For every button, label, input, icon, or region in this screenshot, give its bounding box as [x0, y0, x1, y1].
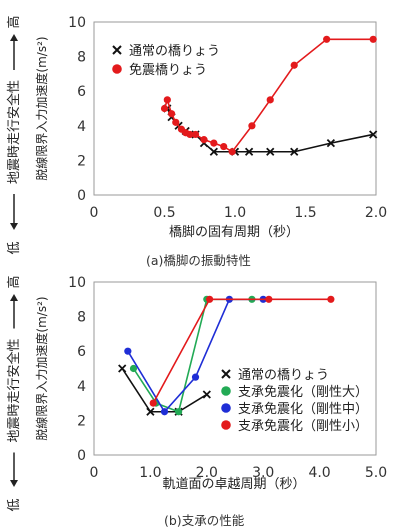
chart-b-ytick-label: 4: [77, 379, 86, 395]
chart-a-legend-marker-circle: [112, 64, 122, 74]
chart-b-series-3-point: [265, 295, 273, 303]
chart-b-arrow-up-icon: [10, 294, 18, 301]
chart-a-series-1-point: [266, 96, 274, 104]
chart-b-ytick-label: 10: [68, 275, 86, 291]
chart-b-legend-marker-circle: [221, 420, 231, 430]
chart-b-plot-frame: [93, 281, 377, 456]
chart-a-y-outer-label: 地震時走行安全性: [6, 80, 22, 184]
chart-a-series-1-point: [186, 130, 194, 139]
chart-a-series-0-point: [266, 147, 275, 156]
chart-a-series-1-point: [290, 61, 298, 69]
chart-b-legend-label: 支承免震化（剛性小）: [238, 419, 368, 434]
chart-b-series-0-point: [202, 390, 211, 399]
chart-b-series-2-point: [124, 347, 132, 355]
chart-a-ytick-label: 4: [77, 119, 86, 135]
chart-a-legend-label: 通常の橋りょう: [129, 44, 220, 59]
chart-a-series-1-point: [248, 122, 256, 130]
chart-a-series-1-point: [191, 130, 200, 139]
chart-b-xtick-label: 4.0: [308, 465, 330, 481]
chart-b-xtick-label: 3.0: [252, 465, 274, 481]
chart-a-ytick-label: 2: [77, 153, 86, 169]
chart-a-series-0-point: [244, 147, 254, 156]
chart-a-xtick-label: 1.0: [224, 205, 246, 221]
chart-a-y-axis-label: 脱線限界入力加速度(m/s²): [34, 36, 49, 180]
chart-a-xtick-label: 1.5: [294, 205, 316, 221]
chart-b-xtick-label: 1.0: [139, 465, 161, 481]
chart-a-series-1-point: [323, 35, 331, 43]
chart-b-ytick-label: 8: [77, 310, 86, 326]
chart-b-xtick-label: 0: [90, 465, 99, 481]
chart-a-x-axis-label: 橋脚の固有周期（秒）: [169, 224, 299, 240]
chart-b-series-1-point: [175, 408, 183, 416]
chart-a-plot-frame: [93, 21, 377, 196]
chart-b-series-line-3: [152, 298, 331, 404]
chart-b-xtick-label: 2.0: [196, 465, 218, 481]
chart-b-y-outer-label: 地震時走行安全性: [6, 338, 22, 442]
chart-b-ytick-label: 6: [77, 344, 86, 360]
chart-a-series-0-point: [326, 138, 336, 148]
chart-a-series-1-point: [210, 139, 218, 147]
chart-b-legend-marker-x: [221, 369, 231, 379]
chart-b-y-axis-label: 脱線限界入力加速度(m/s²): [34, 296, 49, 440]
chart-b-legend-label: 通常の橋りょう: [238, 368, 329, 383]
chart-a-series-1-point: [369, 35, 377, 43]
chart-a-series-1-point: [163, 96, 171, 104]
chart-a-ytick-label: 6: [77, 84, 86, 100]
chart-a-legend-marker-x: [112, 45, 122, 55]
chart-b-legend-label: 支承免震化（剛性大）: [238, 385, 368, 400]
caption-a: (a)橋脚の振動特性: [146, 253, 251, 268]
chart-a-ytick-label: 8: [77, 50, 86, 66]
chart-a-xtick-label: 0: [90, 205, 99, 221]
chart-b-legend-marker-circle: [221, 386, 231, 396]
chart-b-series-3-point: [206, 295, 214, 303]
chart-a-series-1-point: [220, 142, 228, 151]
chart-a-xtick-label: 2.0: [365, 205, 387, 221]
chart-b-legend-marker-circle: [221, 403, 231, 413]
chart-b-series-1-point: [129, 364, 138, 373]
chart-a-arrow-down-icon: [10, 223, 18, 230]
chart-b-x-axis-label: 軌道面の卓越周期（秒）: [162, 476, 305, 492]
chart-b-ytick-label: 2: [77, 413, 86, 429]
chart-b-series-0-point: [118, 364, 127, 373]
chart-a-ytick-label: 0: [77, 188, 86, 204]
chart-b-arrow-high-text: 高: [6, 275, 22, 288]
chart-b-series-3-point: [327, 295, 335, 303]
caption-b: (b)支承の性能: [164, 513, 245, 528]
chart-a-series-1-point: [228, 148, 236, 156]
chart-b-series-0-point: [146, 407, 155, 416]
chart-a-series-1-point: [160, 104, 169, 113]
chart-a-arrow-up-icon: [10, 34, 18, 41]
chart-a-ytick-label: 10: [68, 15, 86, 31]
chart-a-series-1-point: [172, 118, 180, 126]
chart-a-series-line-0: [166, 108, 374, 153]
chart-b-series-line-1: [132, 298, 252, 413]
chart-b-arrow-down-icon: [10, 480, 18, 487]
chart-b-series-2-point: [191, 373, 200, 381]
chart-a-arrow-low-text: 低: [7, 241, 22, 254]
chart-a-series-1-point: [167, 110, 176, 118]
chart-b-arrow-low-text: 低: [7, 498, 22, 511]
chart-b-series-3-point: [149, 399, 157, 407]
chart-a-series-0-point: [369, 130, 378, 139]
chart-b-ytick-label: 0: [77, 448, 86, 464]
chart-a-series-1-point: [200, 136, 208, 144]
chart-b-xtick-label: 5.0: [365, 465, 387, 481]
chart-b-legend-label: 支承免震化（剛性中）: [238, 402, 368, 417]
chart-a-series-0-point: [290, 147, 299, 156]
chart-b-series-2-point: [160, 408, 169, 416]
chart-a-xtick-label: 0.5: [153, 205, 175, 221]
chart-a-legend-label: 免震橋りょう: [129, 63, 207, 78]
chart-a-arrow-high-text: 高: [6, 15, 22, 28]
chart-a-series-0-point: [209, 147, 218, 156]
